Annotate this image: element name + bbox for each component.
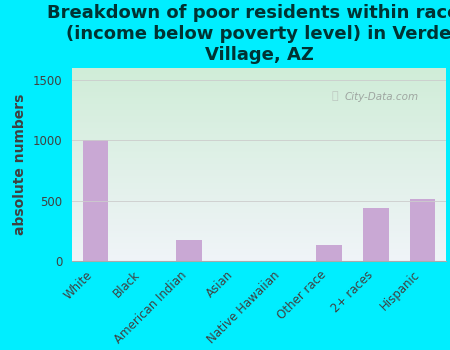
Text: City-Data.com: City-Data.com [345,92,419,102]
Y-axis label: absolute numbers: absolute numbers [13,94,27,235]
Bar [410,199,435,261]
Text: Ⓜ: Ⓜ [332,91,338,102]
Bar [176,240,202,261]
Bar [316,245,342,261]
Title: Breakdown of poor residents within races
(income below poverty level) in Verde
V: Breakdown of poor residents within races… [47,4,450,64]
Bar [363,208,389,261]
Bar [83,140,108,261]
